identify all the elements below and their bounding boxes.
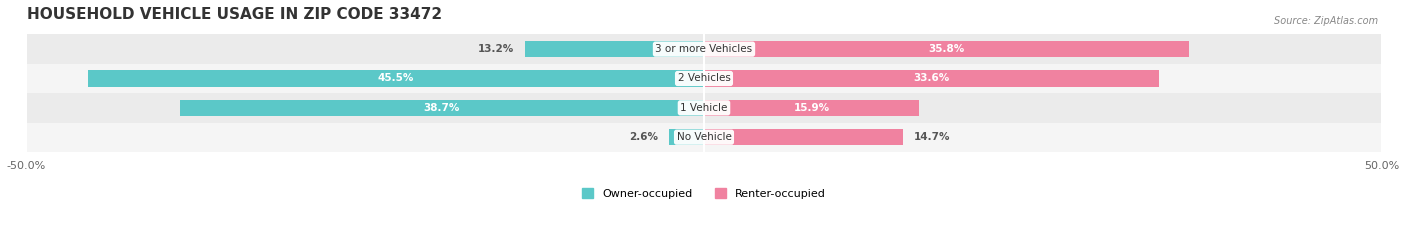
Text: 33.6%: 33.6% (914, 73, 949, 83)
Text: 1 Vehicle: 1 Vehicle (681, 103, 728, 113)
Bar (180, 100, 704, 116)
Text: 14.7%: 14.7% (914, 132, 950, 142)
Text: 45.5%: 45.5% (378, 73, 413, 83)
Text: HOUSEHOLD VEHICLE USAGE IN ZIP CODE 33472: HOUSEHOLD VEHICLE USAGE IN ZIP CODE 3347… (27, 7, 441, 22)
Bar (704, 100, 920, 116)
Bar (27, 123, 1382, 152)
Text: 35.8%: 35.8% (928, 44, 965, 54)
Text: 13.2%: 13.2% (478, 44, 515, 54)
Bar (526, 41, 704, 57)
Text: No Vehicle: No Vehicle (676, 132, 731, 142)
Text: 2.6%: 2.6% (628, 132, 658, 142)
Bar (87, 70, 704, 86)
Text: 2 Vehicles: 2 Vehicles (678, 73, 731, 83)
Text: Source: ZipAtlas.com: Source: ZipAtlas.com (1274, 16, 1378, 26)
Bar (704, 129, 903, 145)
Bar (27, 64, 1382, 93)
Legend: Owner-occupied, Renter-occupied: Owner-occupied, Renter-occupied (578, 184, 830, 204)
Bar (27, 93, 1382, 123)
Bar (704, 70, 1159, 86)
Bar (27, 34, 1382, 64)
Text: 15.9%: 15.9% (793, 103, 830, 113)
Bar (704, 41, 1189, 57)
Text: 38.7%: 38.7% (423, 103, 460, 113)
Text: 3 or more Vehicles: 3 or more Vehicles (655, 44, 752, 54)
Bar (669, 129, 704, 145)
